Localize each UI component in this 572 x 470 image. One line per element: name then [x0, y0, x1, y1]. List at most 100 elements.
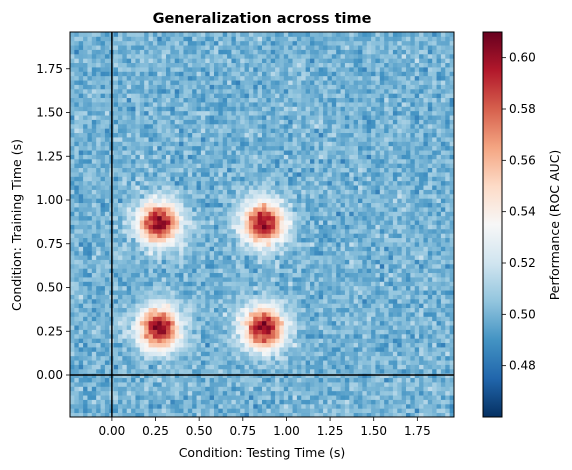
heatmap-cell: [384, 351, 389, 357]
heatmap-cell: [414, 303, 420, 309]
heatmap-cell: [227, 202, 232, 208]
heatmap-cell: [87, 202, 93, 208]
heatmap-cell: [336, 193, 341, 199]
heatmap-cell: [310, 176, 315, 182]
heatmap-cell: [270, 298, 276, 304]
heatmap-cell: [104, 377, 110, 383]
heatmap-cell: [235, 220, 241, 225]
heatmap-cell: [440, 412, 446, 418]
heatmap-cell: [336, 382, 341, 387]
heatmap-cell: [410, 333, 416, 339]
heatmap-cell: [384, 316, 389, 322]
heatmap-cell: [401, 360, 407, 365]
heatmap-cell: [118, 403, 123, 409]
heatmap-cell: [214, 320, 219, 326]
heatmap-cell: [244, 180, 250, 186]
heatmap-cell: [419, 312, 424, 317]
heatmap-cell: [100, 167, 106, 173]
heatmap-cell: [83, 237, 88, 243]
heatmap-cell: [266, 193, 272, 199]
heatmap-cell: [266, 386, 272, 392]
heatmap-cell: [248, 320, 254, 326]
heatmap-cell: [187, 198, 193, 204]
heatmap-cell: [183, 246, 189, 252]
heatmap-cell: [161, 189, 167, 195]
heatmap-cell: [288, 368, 293, 374]
heatmap-cell: [144, 390, 149, 396]
heatmap-cell: [340, 403, 346, 409]
heatmap-cell: [262, 368, 267, 374]
heatmap-cell: [161, 412, 167, 418]
heatmap-cell: [104, 215, 110, 221]
heatmap-cell: [410, 207, 416, 212]
heatmap-cell: [310, 390, 315, 396]
heatmap-cell: [166, 172, 171, 177]
heatmap-cell: [192, 320, 197, 326]
heatmap-cell: [83, 294, 88, 300]
heatmap-cell: [275, 176, 280, 182]
heatmap-cell: [187, 312, 193, 317]
heatmap-cell: [384, 172, 389, 177]
heatmap-cell: [288, 246, 293, 252]
heatmap-cell: [288, 395, 293, 400]
heatmap-cell: [436, 207, 442, 212]
heatmap-cell: [131, 193, 136, 199]
heatmap-cell: [419, 377, 424, 383]
heatmap-cell: [349, 303, 355, 309]
heatmap-cell: [406, 211, 411, 217]
heatmap-cell: [371, 320, 376, 326]
heatmap-cell: [83, 329, 88, 335]
heatmap-cell: [104, 386, 110, 392]
heatmap-cell: [270, 364, 276, 370]
heatmap-cell: [157, 220, 163, 225]
heatmap-cell: [310, 329, 315, 335]
heatmap-cell: [126, 211, 132, 217]
heatmap-cell: [161, 272, 167, 278]
heatmap-cell: [91, 333, 97, 339]
heatmap-cell: [240, 320, 245, 326]
heatmap-cell: [327, 403, 333, 409]
heatmap-cell: [196, 167, 202, 173]
heatmap-cell: [104, 268, 110, 274]
heatmap-cell: [240, 390, 245, 396]
heatmap-cell: [401, 250, 407, 256]
heatmap-cell: [296, 263, 302, 269]
heatmap-cell: [301, 360, 307, 365]
heatmap-cell: [161, 342, 167, 348]
heatmap-cell: [196, 320, 202, 326]
heatmap-cell: [87, 290, 93, 295]
heatmap-cell: [440, 220, 446, 225]
heatmap-cell: [231, 285, 237, 291]
heatmap-cell: [166, 250, 171, 256]
heatmap-cell: [270, 167, 276, 173]
heatmap-cell: [436, 408, 442, 414]
heatmap-cell: [331, 403, 337, 409]
heatmap-cell: [392, 364, 398, 370]
heatmap-cell: [336, 277, 341, 282]
heatmap-cell: [449, 325, 455, 330]
heatmap-cell: [301, 386, 307, 392]
heatmap-cell: [279, 259, 285, 265]
heatmap-cell: [283, 167, 289, 173]
heatmap-cell: [410, 395, 416, 400]
heatmap-cell: [131, 360, 136, 365]
heatmap-cell: [70, 408, 75, 414]
heatmap-cell: [152, 333, 158, 339]
heatmap-cell: [440, 172, 446, 177]
heatmap-cell: [358, 268, 363, 274]
heatmap-cell: [275, 272, 280, 278]
heatmap-cell: [270, 290, 276, 295]
heatmap-cell: [410, 246, 416, 252]
heatmap-cell: [301, 368, 307, 374]
heatmap-cell: [406, 390, 411, 396]
heatmap-cell: [419, 224, 424, 230]
heatmap-cell: [83, 377, 88, 383]
heatmap-cell: [148, 263, 154, 269]
heatmap-cell: [196, 172, 202, 177]
heatmap-cell: [187, 377, 193, 383]
heatmap-cell: [358, 263, 363, 269]
heatmap-cell: [388, 320, 394, 326]
heatmap-cell: [449, 180, 455, 186]
heatmap-cell: [310, 228, 315, 234]
heatmap-cell: [196, 390, 202, 396]
